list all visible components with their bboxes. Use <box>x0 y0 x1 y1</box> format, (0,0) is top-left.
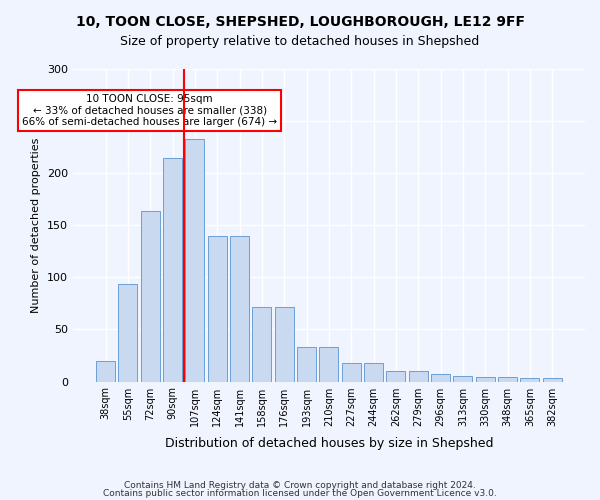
Y-axis label: Number of detached properties: Number of detached properties <box>31 138 41 313</box>
Bar <box>409 371 428 382</box>
Text: Contains HM Land Registry data © Crown copyright and database right 2024.: Contains HM Land Registry data © Crown c… <box>124 481 476 490</box>
Bar <box>96 360 115 382</box>
Bar <box>141 210 160 382</box>
Bar <box>275 306 294 382</box>
Bar <box>454 376 472 382</box>
Bar <box>208 236 227 382</box>
Bar <box>297 347 316 382</box>
Text: Contains public sector information licensed under the Open Government Licence v3: Contains public sector information licen… <box>103 488 497 498</box>
Bar <box>163 158 182 382</box>
Bar <box>543 378 562 382</box>
Bar <box>498 378 517 382</box>
Bar <box>230 236 249 382</box>
Bar <box>342 363 361 382</box>
Bar <box>431 374 450 382</box>
X-axis label: Distribution of detached houses by size in Shepshed: Distribution of detached houses by size … <box>164 437 493 450</box>
Bar <box>364 363 383 382</box>
Bar <box>253 306 271 382</box>
Bar <box>476 378 495 382</box>
Text: Size of property relative to detached houses in Shepshed: Size of property relative to detached ho… <box>121 35 479 48</box>
Bar <box>386 371 406 382</box>
Text: 10 TOON CLOSE: 95sqm
← 33% of detached houses are smaller (338)
66% of semi-deta: 10 TOON CLOSE: 95sqm ← 33% of detached h… <box>22 94 277 127</box>
Bar <box>319 347 338 382</box>
Text: 10, TOON CLOSE, SHEPSHED, LOUGHBOROUGH, LE12 9FF: 10, TOON CLOSE, SHEPSHED, LOUGHBOROUGH, … <box>76 15 524 29</box>
Bar <box>118 284 137 382</box>
Bar <box>520 378 539 382</box>
Bar <box>185 139 205 382</box>
